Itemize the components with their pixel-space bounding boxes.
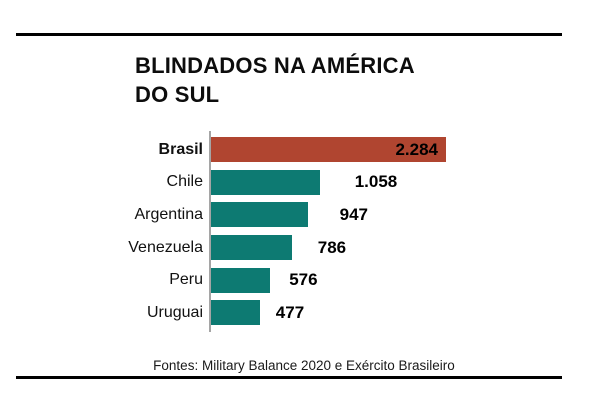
- bar-area: 477: [211, 300, 608, 326]
- bar-area: 1.058: [211, 169, 608, 195]
- chart-title-line-1: BLINDADOS NA AMÉRICA: [135, 53, 415, 78]
- bar: [211, 137, 446, 162]
- category-label: Brasil: [158, 140, 203, 158]
- category-label: Uruguai: [146, 303, 203, 321]
- value-label: 477: [275, 302, 305, 322]
- bar-chart: Brasil 2.284 Chile 1.058 Argentina 947 Venezue…: [0, 137, 608, 333]
- bar-row: Uruguai 477: [0, 300, 608, 326]
- bar: [211, 169, 320, 195]
- chart-title: BLINDADOS NA AMÉRICA DO SUL: [135, 51, 415, 109]
- bar: [211, 300, 261, 326]
- category-label: Venezuela: [128, 238, 203, 256]
- category-label: Peru: [169, 271, 203, 289]
- chart-title-line-2: DO SUL: [135, 82, 220, 107]
- bar-row: Chile 1.058: [0, 169, 608, 195]
- bar-row: Argentina 947: [0, 202, 608, 228]
- bar-area: 786: [211, 235, 608, 261]
- category-label: Chile: [166, 173, 203, 191]
- bar: [211, 202, 309, 228]
- value-label: 2.284: [395, 139, 438, 159]
- value-label: 576: [289, 270, 318, 290]
- bar-area: 947: [211, 202, 608, 228]
- bar-area: 576: [211, 267, 608, 293]
- value-label: 1.058: [354, 172, 398, 192]
- bar-row: Venezuela 786: [0, 235, 608, 261]
- y-axis-line: [209, 131, 211, 332]
- value-label: 947: [339, 204, 368, 224]
- category-label: Argentina: [134, 205, 204, 223]
- bar-area: 2.284: [211, 137, 608, 162]
- bar: [211, 267, 271, 293]
- bar-row: Brasil 2.284: [0, 137, 608, 162]
- value-label: 786: [317, 237, 347, 257]
- bottom-rule: [16, 376, 562, 379]
- top-rule: [16, 33, 562, 36]
- bar-row: Peru 576: [0, 267, 608, 293]
- bar: [211, 235, 292, 261]
- source-note: Fontes: Military Balance 2020 e Exército…: [153, 358, 455, 373]
